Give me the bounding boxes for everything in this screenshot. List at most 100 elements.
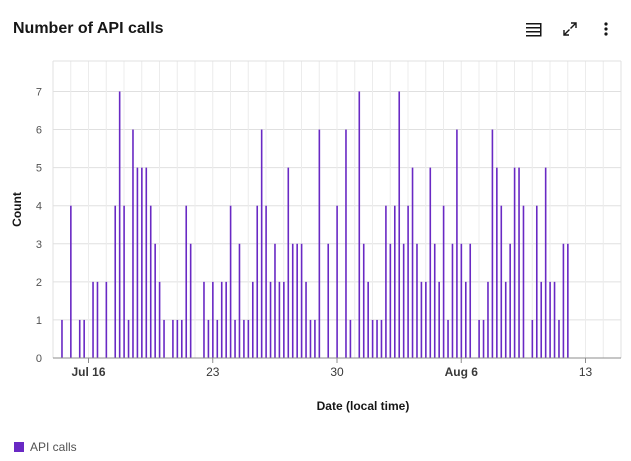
bar[interactable] [491,129,494,358]
maximize-icon[interactable] [559,18,581,40]
bar[interactable] [411,167,414,358]
bar[interactable] [83,319,85,358]
bar[interactable] [567,243,569,358]
bar[interactable] [251,281,254,358]
bar[interactable] [402,243,405,358]
bar[interactable] [407,205,409,358]
bar[interactable] [78,319,81,358]
bar[interactable] [92,281,94,358]
bar[interactable] [509,243,511,358]
bar[interactable] [220,281,223,358]
bar[interactable] [385,205,387,358]
bar[interactable] [478,319,480,358]
bar[interactable] [398,91,401,358]
bar[interactable] [376,319,378,358]
bar[interactable] [225,281,227,358]
bar[interactable] [549,281,551,358]
bar[interactable] [487,281,489,358]
bar[interactable] [172,319,174,358]
bar[interactable] [61,319,63,358]
bar[interactable] [500,205,503,358]
bar[interactable] [163,319,165,358]
bar[interactable] [274,243,276,358]
bar[interactable] [229,205,232,358]
bar[interactable] [114,205,117,358]
bar[interactable] [247,319,250,358]
bar[interactable] [136,167,139,358]
bar[interactable] [238,243,241,358]
bar[interactable] [336,205,338,358]
bar[interactable] [535,205,538,358]
bar[interactable] [212,281,214,358]
bar[interactable] [544,167,547,358]
bar[interactable] [358,91,361,358]
bar[interactable] [203,281,205,358]
bar[interactable] [287,167,290,358]
bar[interactable] [305,281,307,358]
bar[interactable] [291,243,294,358]
bar[interactable] [216,319,219,358]
bar[interactable] [425,281,427,358]
bar[interactable] [456,129,458,358]
bar[interactable] [531,319,534,358]
bar[interactable] [141,167,143,358]
bar[interactable] [243,319,245,358]
bar[interactable] [185,205,188,358]
bar[interactable] [345,129,347,358]
bar[interactable] [105,281,108,358]
bar[interactable] [433,243,436,358]
bar[interactable] [123,205,125,358]
bar[interactable] [482,319,485,358]
bar[interactable] [158,281,161,358]
bar[interactable] [438,281,440,358]
bar[interactable] [469,243,472,358]
bar[interactable] [349,319,352,358]
bar[interactable] [371,319,374,358]
bar[interactable] [118,91,121,358]
bar[interactable] [522,205,525,358]
bar[interactable] [318,129,321,358]
bar[interactable] [96,281,99,358]
bar[interactable] [234,319,236,358]
bar[interactable] [429,167,432,358]
bar[interactable] [127,319,130,358]
bar[interactable] [278,281,281,358]
bar[interactable] [504,281,507,358]
bar[interactable] [362,243,365,358]
bar[interactable] [393,205,396,358]
bar[interactable] [256,205,259,358]
bar[interactable] [283,281,285,358]
bar[interactable] [518,167,520,358]
bar[interactable] [314,319,316,358]
bar[interactable] [260,129,263,358]
bar[interactable] [496,167,498,358]
bar[interactable] [269,281,272,358]
bar[interactable] [70,205,72,358]
bar[interactable] [416,243,418,358]
bar[interactable] [154,243,156,358]
bar[interactable] [513,167,516,358]
bar[interactable] [447,319,449,358]
bar[interactable] [132,129,134,358]
bar[interactable] [540,281,543,358]
bar[interactable] [327,243,330,358]
bar[interactable] [367,281,369,358]
legend-swatch[interactable] [14,442,24,452]
bar[interactable] [189,243,192,358]
bar[interactable] [265,205,267,358]
bar[interactable] [558,319,560,358]
bar[interactable] [420,281,423,358]
bar[interactable] [451,243,454,358]
bar[interactable] [145,167,148,358]
bar[interactable] [562,243,565,358]
bar[interactable] [389,243,392,358]
bar[interactable] [442,205,445,358]
overflow-menu-icon[interactable] [595,18,617,40]
bar[interactable] [553,281,556,358]
bar[interactable] [296,243,298,358]
bar[interactable] [460,243,463,358]
bar[interactable] [380,319,383,358]
bar[interactable] [149,205,152,358]
bar[interactable] [207,319,210,358]
bar[interactable] [300,243,303,358]
